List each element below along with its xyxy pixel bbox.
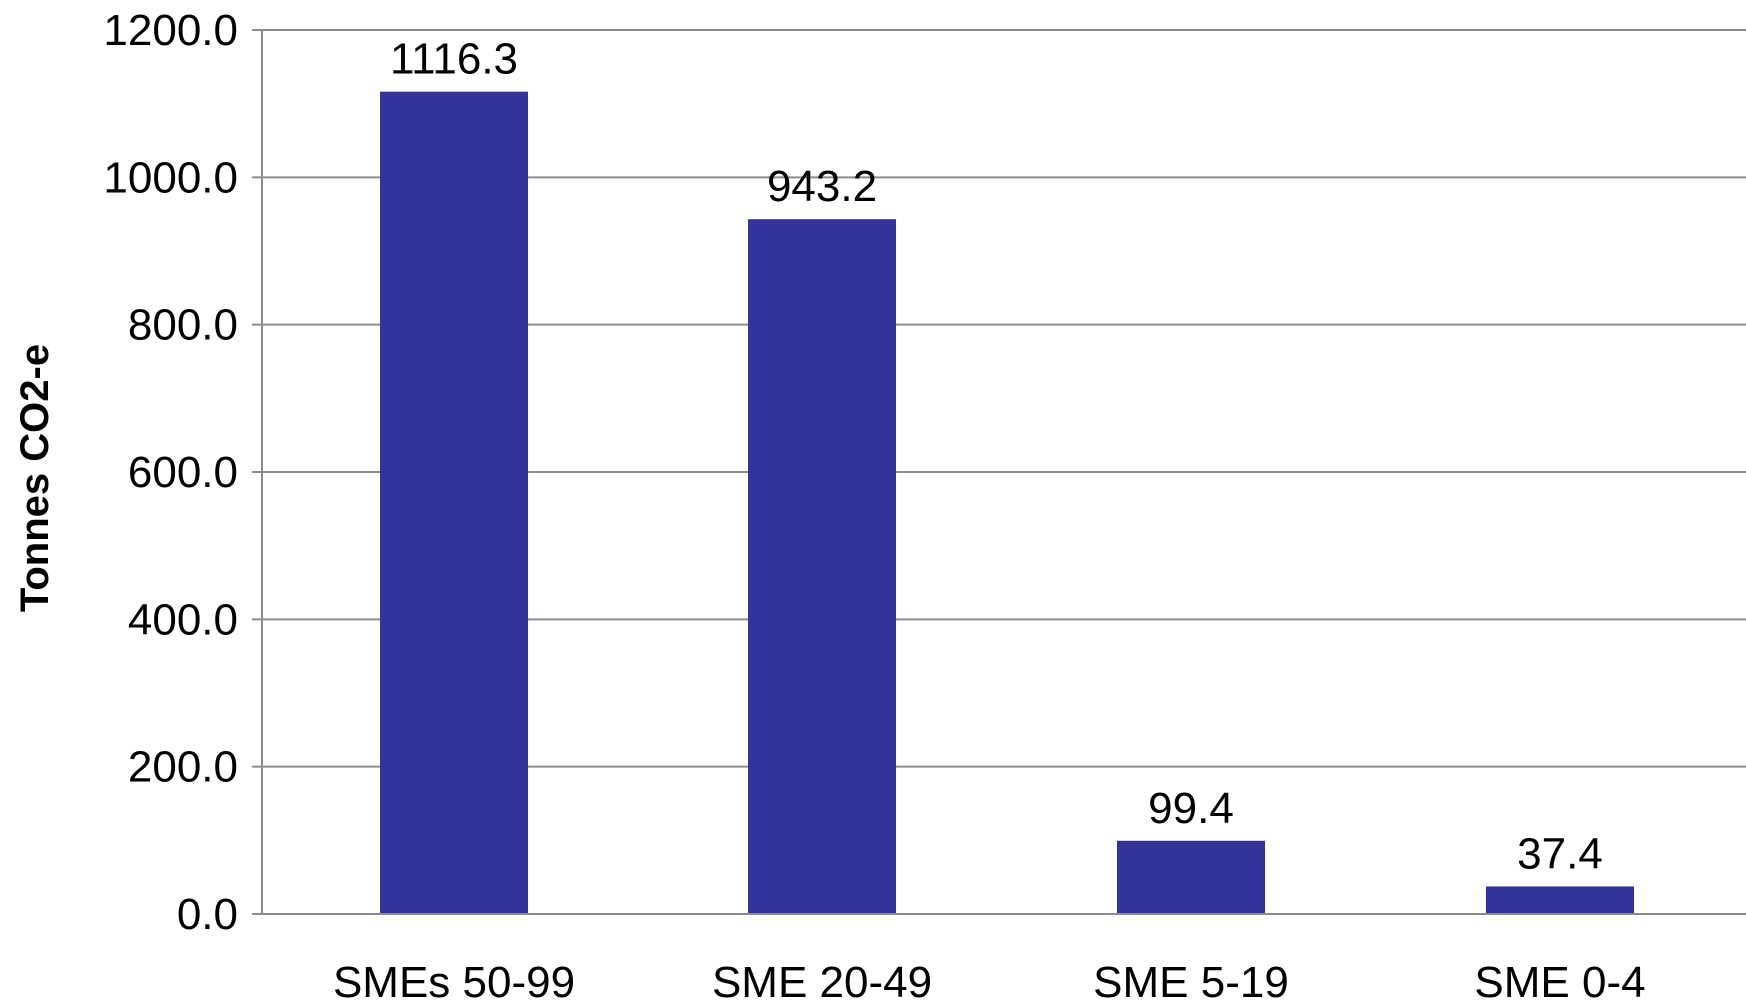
x-tick-label: SMEs 50-99 — [333, 958, 575, 1006]
y-tick-label: 1200.0 — [103, 6, 238, 55]
y-tick-label: 400.0 — [128, 595, 238, 644]
data-label: 943.2 — [767, 162, 877, 211]
y-tick-label: 800.0 — [128, 301, 238, 350]
data-label: 1116.3 — [390, 35, 518, 84]
x-tick-label: SME 5-19 — [1093, 958, 1289, 1006]
axes — [252, 29, 1746, 915]
bar — [1117, 840, 1265, 914]
bar — [380, 91, 528, 914]
bar — [748, 219, 896, 914]
data-label: 37.4 — [1517, 829, 1603, 878]
y-tick-label: 0.0 — [177, 890, 238, 939]
data-label: 99.4 — [1148, 784, 1234, 833]
y-tick-label: 200.0 — [128, 743, 238, 792]
x-tick-label: SME 0-4 — [1474, 958, 1645, 1006]
x-tick-label: SME 20-49 — [712, 958, 932, 1006]
bars — [380, 91, 1634, 914]
y-tick-label: 1000.0 — [103, 153, 238, 202]
y-tick-label: 600.0 — [128, 448, 238, 497]
y-axis-title: Tonnes CO2-e — [13, 344, 57, 612]
labels: 0.0 200.0 400.0 600.0 800.0 1000.0 1200.0 1116.… — [103, 6, 1645, 1006]
bar — [1486, 886, 1634, 914]
